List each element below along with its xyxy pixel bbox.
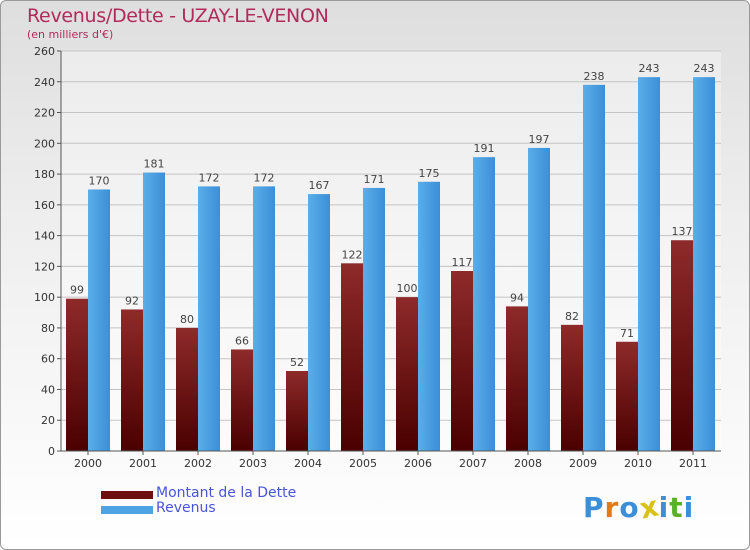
data-label-debt: 71 — [620, 327, 634, 340]
x-tick-label: 2005 — [349, 457, 377, 470]
bar-revenus-2006 — [418, 181, 440, 451]
data-label-revenus: 197 — [529, 133, 550, 146]
data-label-revenus: 170 — [89, 174, 110, 187]
data-label-revenus: 243 — [694, 62, 715, 75]
y-tick-label: 20 — [41, 414, 55, 427]
x-tick-label: 2000 — [74, 457, 102, 470]
data-label-debt: 80 — [180, 313, 194, 326]
bar-debt-2007 — [451, 271, 473, 451]
bar-debt-2011 — [671, 240, 693, 451]
bar-debt-2006 — [396, 297, 418, 451]
y-tick-label: 40 — [41, 383, 55, 396]
data-label-revenus: 171 — [364, 173, 385, 186]
x-tick-label: 2008 — [514, 457, 542, 470]
data-label-revenus: 243 — [639, 62, 660, 75]
legend-label-debt: Montant de la Dette — [156, 485, 297, 501]
data-label-revenus: 191 — [474, 142, 495, 155]
bar-debt-2005 — [341, 263, 363, 451]
bar-revenus-2000 — [88, 189, 110, 451]
x-tick-label: 2004 — [294, 457, 322, 470]
data-label-revenus: 181 — [144, 158, 165, 171]
y-tick-label: 60 — [41, 353, 55, 366]
legend-label-revenus: Revenus — [156, 500, 216, 516]
bar-debt-2003 — [231, 349, 253, 451]
plot-area — [61, 51, 721, 451]
legend-swatch-debt — [101, 491, 153, 499]
logo-letter: r — [604, 491, 620, 524]
data-label-debt: 137 — [672, 225, 693, 238]
data-label-debt: 66 — [235, 334, 249, 347]
y-tick-label: 160 — [34, 199, 55, 212]
x-tick-label: 2010 — [624, 457, 652, 470]
x-tick-label: 2003 — [239, 457, 267, 470]
logo-letter: P — [583, 491, 605, 524]
y-tick-label: 260 — [34, 45, 55, 58]
data-label-debt: 122 — [342, 248, 363, 261]
y-tick-label: 240 — [34, 76, 55, 89]
bar-debt-2002 — [176, 327, 198, 451]
y-tick-label: 200 — [34, 137, 55, 150]
data-label-debt: 117 — [452, 256, 473, 269]
y-tick-label: 140 — [34, 230, 55, 243]
logo-letter: t — [669, 491, 684, 524]
data-label-revenus: 167 — [309, 179, 330, 192]
logo-letter: i — [683, 491, 695, 524]
y-tick-label: 120 — [34, 260, 55, 273]
chart-title: Revenus/Dette - UZAY-LE-VENON — [27, 5, 329, 27]
data-label-debt: 82 — [565, 310, 579, 323]
chart-subtitle: (en milliers d'€) — [27, 28, 114, 41]
bar-revenus-2010 — [638, 77, 660, 452]
data-label-debt: 94 — [510, 291, 524, 304]
bar-revenus-2001 — [143, 172, 165, 452]
bar-debt-2000 — [66, 298, 88, 451]
y-tick-label: 220 — [34, 107, 55, 120]
x-tick-label: 2007 — [459, 457, 487, 470]
bar-debt-2010 — [616, 341, 638, 451]
data-label-revenus: 175 — [419, 167, 440, 180]
data-label-debt: 99 — [70, 284, 84, 297]
x-tick-label: 2002 — [184, 457, 212, 470]
bar-revenus-2008 — [528, 147, 550, 451]
bar-revenus-2004 — [308, 194, 330, 452]
bar-debt-2009 — [561, 324, 583, 451]
x-tick-label: 2011 — [679, 457, 707, 470]
x-tick-label: 2009 — [569, 457, 597, 470]
bar-revenus-2009 — [583, 84, 605, 451]
y-tick-label: 180 — [34, 168, 55, 181]
data-label-debt: 100 — [397, 282, 418, 295]
x-tick-label: 2006 — [404, 457, 432, 470]
data-label-revenus: 172 — [199, 171, 220, 184]
data-label-debt: 92 — [125, 294, 139, 307]
logo-letter: i — [658, 491, 670, 524]
data-label-debt: 52 — [290, 356, 304, 369]
bar-revenus-2011 — [693, 77, 715, 452]
proxiti-logo: Proxiti — [583, 489, 695, 525]
bar-revenus-2002 — [198, 186, 220, 451]
y-tick-label: 0 — [48, 445, 55, 458]
bar-debt-2008 — [506, 306, 528, 451]
bar-revenus-2007 — [473, 157, 495, 451]
bar-revenus-2005 — [363, 187, 385, 451]
y-tick-label: 100 — [34, 291, 55, 304]
data-label-revenus: 238 — [584, 70, 605, 83]
bar-debt-2004 — [286, 371, 308, 451]
x-tick-label: 2001 — [129, 457, 157, 470]
legend-swatch-revenus — [101, 506, 153, 514]
logo-letter: o — [619, 491, 640, 524]
bar-debt-2001 — [121, 309, 143, 451]
y-tick-label: 80 — [41, 322, 55, 335]
data-label-revenus: 172 — [254, 171, 275, 184]
bar-revenus-2003 — [253, 186, 275, 451]
